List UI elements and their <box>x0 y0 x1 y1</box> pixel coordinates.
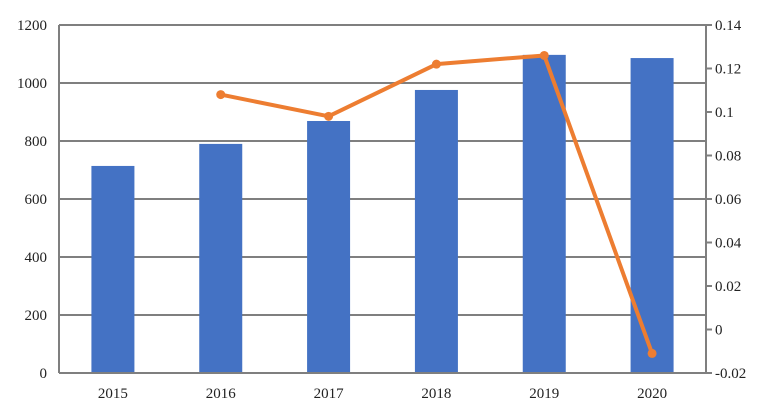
right-axis-tick-label: 0 <box>715 323 723 339</box>
bar-2018 <box>414 89 458 374</box>
bar-2020 <box>630 58 674 374</box>
bar-2016 <box>199 143 243 373</box>
line-point-2020 <box>647 348 657 358</box>
right-axis-tick-label: 0.04 <box>715 236 742 252</box>
bar-2015 <box>91 165 135 373</box>
line-point-2017 <box>324 111 334 121</box>
left-axis-tick-label: 800 <box>25 134 48 150</box>
right-axis-tick-label: 0.12 <box>715 62 741 78</box>
x-axis-tick-label: 2016 <box>206 386 237 402</box>
bar-2017 <box>307 120 351 374</box>
line-point-2016 <box>216 90 226 100</box>
x-axis-tick-label: 2015 <box>98 386 128 402</box>
bar-2019 <box>522 54 566 374</box>
left-axis-tick-label: 0 <box>40 366 48 382</box>
x-axis-tick-label: 2020 <box>637 386 667 402</box>
right-axis-tick-label: 0.06 <box>715 192 742 208</box>
left-axis-tick-label: 400 <box>25 250 48 266</box>
x-axis-tick-label: 2018 <box>421 386 451 402</box>
right-axis-tick-label: 0.02 <box>715 279 741 295</box>
right-axis-tick-label: 0.1 <box>715 105 734 121</box>
left-axis-tick-label: 600 <box>25 192 48 208</box>
right-axis-tick-label: -0.02 <box>715 366 746 382</box>
line-point-2019 <box>539 50 549 60</box>
left-axis-tick-label: 1200 <box>17 18 47 34</box>
right-axis-tick-label: 0.14 <box>715 18 742 34</box>
left-axis-tick-label: 1000 <box>17 76 47 92</box>
line-point-2018 <box>431 59 441 69</box>
left-axis-tick-label: 200 <box>25 308 48 324</box>
right-axis-tick-label: 0.08 <box>715 149 741 165</box>
x-axis-tick-label: 2017 <box>314 386 345 402</box>
x-axis-tick-label: 2019 <box>529 386 559 402</box>
